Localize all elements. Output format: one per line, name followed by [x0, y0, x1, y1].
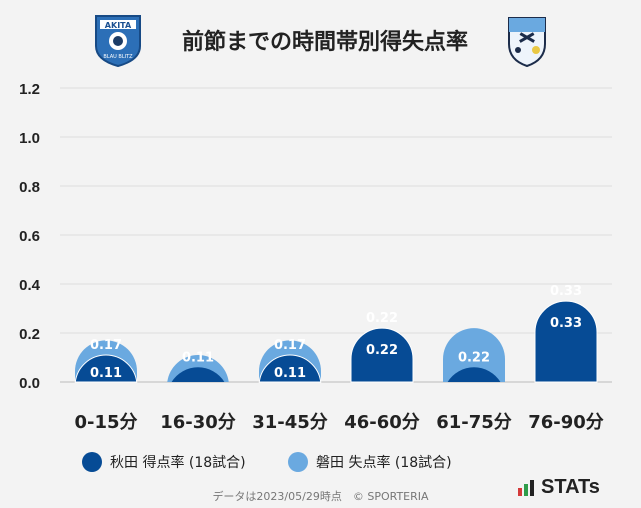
iwata-team-logo: [508, 17, 546, 68]
legend-label-iwata: 磐田 失点率 (18試合): [316, 455, 452, 471]
legend-swatch-iwata: [288, 452, 308, 472]
stats-brand-logo: STATs: [518, 476, 600, 499]
data-label-iwata: 0.17: [274, 338, 306, 353]
bar-akita: [534, 300, 598, 383]
logo-left-sub: BLAU BLITZ: [103, 54, 133, 60]
data-label-iwata: 0.33: [550, 284, 582, 299]
chart-title: 前節までの時間帯別得失点率: [181, 30, 468, 55]
y-tick-label: 0.6: [19, 228, 40, 245]
data-label-iwata: 0.22: [366, 311, 398, 326]
bar-chart: 0.0 0.2 0.4 0.6 0.8 1.0 1.2 0.17 0.11 0-15分 0.11 16…: [19, 81, 612, 433]
data-label-akita: 0.22: [366, 343, 398, 358]
y-tick-label: 0.2: [19, 326, 40, 343]
data-label-iwata: 0.11: [182, 350, 214, 365]
logo-left-text: AKITA: [105, 21, 132, 30]
y-tick-label: 1.2: [19, 81, 40, 98]
x-tick-label: 46-60分: [344, 412, 420, 433]
bar-akita: [350, 327, 414, 383]
y-tick-label: 0.0: [19, 375, 40, 392]
legend-label-akita: 秋田 得点率 (18試合): [110, 455, 246, 471]
data-label-akita: 0.33: [550, 316, 582, 331]
y-tick-label: 0.4: [19, 277, 41, 294]
data-label-akita: 0.11: [90, 366, 122, 381]
bar-akita: [171, 367, 225, 382]
legend-swatch-akita: [82, 452, 102, 472]
x-tick-label: 16-30分: [160, 412, 236, 433]
x-tick-label: 61-75分: [436, 412, 512, 433]
x-tick-label: 31-45分: [252, 412, 328, 433]
legend-item-akita: 秋田 得点率 (18試合): [82, 452, 246, 472]
bar-iwata: [443, 328, 505, 382]
bar-akita: [74, 354, 138, 383]
stats-brand-text: STATs: [541, 476, 600, 498]
bar-akita: [258, 354, 322, 383]
x-tick-label: 76-90分: [528, 412, 604, 433]
stats-mark-icon: [518, 479, 536, 496]
data-source-note: データは2023/05/29時点 © SPORTERIA: [212, 490, 429, 503]
data-label-akita: 0.11: [274, 366, 306, 381]
y-tick-label: 1.0: [19, 130, 40, 147]
akita-team-logo: AKITA BLAU BLITZ: [95, 15, 141, 68]
y-tick-label: 0.8: [19, 179, 40, 196]
data-label-iwata: 0.22: [458, 350, 490, 365]
x-tick-label: 0-15分: [74, 412, 137, 433]
legend-item-iwata: 磐田 失点率 (18試合): [288, 452, 452, 472]
bar-akita: [447, 367, 501, 382]
data-label-iwata: 0.17: [90, 338, 122, 353]
